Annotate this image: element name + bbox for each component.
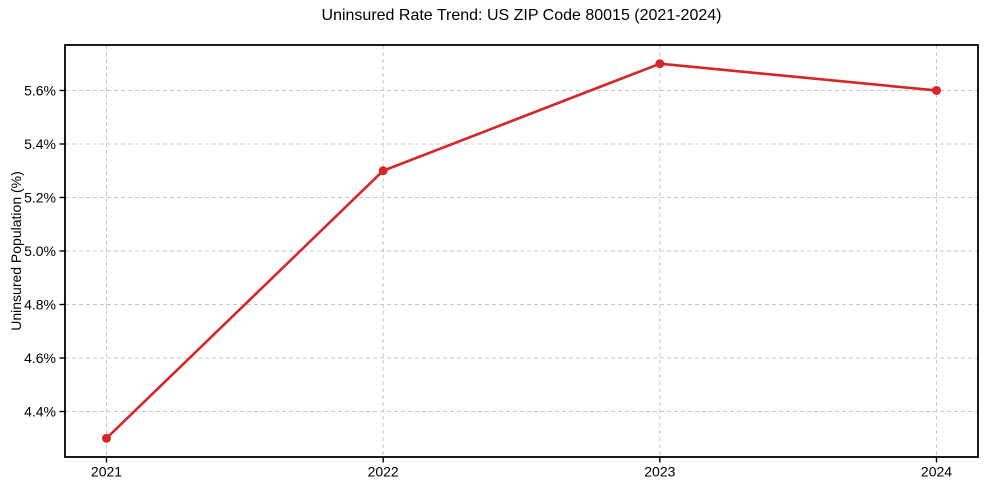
chart-title: Uninsured Rate Trend: US ZIP Code 80015 … xyxy=(321,7,722,24)
y-tick-label: 5.2% xyxy=(24,189,56,205)
y-tick-label: 4.4% xyxy=(24,404,56,420)
x-tick-label: 2021 xyxy=(91,464,122,480)
y-tick-label: 5.0% xyxy=(24,243,56,259)
data-point xyxy=(932,85,941,95)
y-tick-label: 4.8% xyxy=(24,297,56,313)
trend-line xyxy=(105,62,938,440)
data-point xyxy=(655,59,665,69)
x-tick-label: 2023 xyxy=(644,464,675,480)
y-tick-label: 4.6% xyxy=(24,350,56,366)
data-point xyxy=(378,166,388,176)
data-point xyxy=(102,433,111,443)
y-tick-label: 5.6% xyxy=(24,82,56,98)
x-tick-label: 2024 xyxy=(921,464,952,480)
y-tick-label: 5.4% xyxy=(24,136,56,152)
x-tick-label: 2022 xyxy=(368,464,399,480)
